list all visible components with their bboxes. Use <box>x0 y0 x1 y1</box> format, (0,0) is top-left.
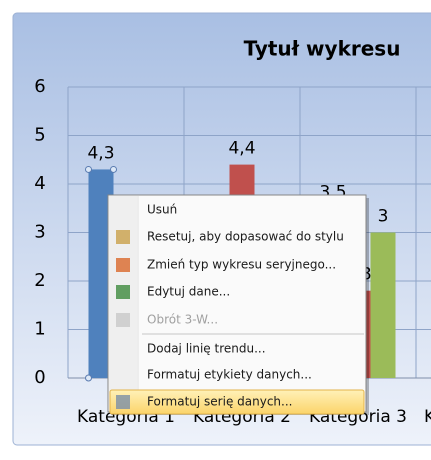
menu-icon <box>116 395 130 409</box>
data-label: 4,3 <box>87 143 114 163</box>
y-tick-label: 4 <box>34 173 45 194</box>
selection-handle <box>85 165 92 173</box>
chart-title: Tytuł wykresu <box>244 37 401 61</box>
context-menu <box>107 194 367 413</box>
menu-icon <box>116 313 130 327</box>
icon-column <box>109 196 137 411</box>
menu-icon <box>116 258 130 272</box>
y-tick-label: 1 <box>34 319 45 340</box>
menu-item[interactable]: Zmień typ wykresu seryjnego... <box>147 258 336 272</box>
y-tick-label: 0 <box>34 367 45 388</box>
x-tick-label: K <box>424 407 431 427</box>
selection-handle <box>85 374 92 382</box>
menu-item[interactable]: Formatuj etykiety danych... <box>147 368 312 382</box>
y-tick-label: 6 <box>34 76 45 97</box>
selection-handle <box>110 165 117 173</box>
menu-icon <box>116 230 130 244</box>
menu-item[interactable]: Usuń <box>147 203 177 217</box>
bar[interactable] <box>370 232 396 379</box>
menu-item: Obrót 3-W... <box>147 313 218 327</box>
menu-item[interactable]: Formatuj serię danych... <box>147 395 292 409</box>
y-tick-label: 3 <box>34 222 45 243</box>
menu-item[interactable]: Edytuj dane... <box>147 285 230 299</box>
data-label: 3 <box>378 207 389 227</box>
menu-highlight <box>109 389 365 415</box>
y-tick-label: 2 <box>34 270 45 291</box>
menu-item[interactable]: Resetuj, aby dopasować do stylu <box>147 230 344 244</box>
menu-icon <box>116 285 130 299</box>
menu-item[interactable]: Dodaj linię trendu... <box>147 342 266 356</box>
y-tick-label: 5 <box>34 125 45 146</box>
data-label: 4,4 <box>228 139 255 159</box>
